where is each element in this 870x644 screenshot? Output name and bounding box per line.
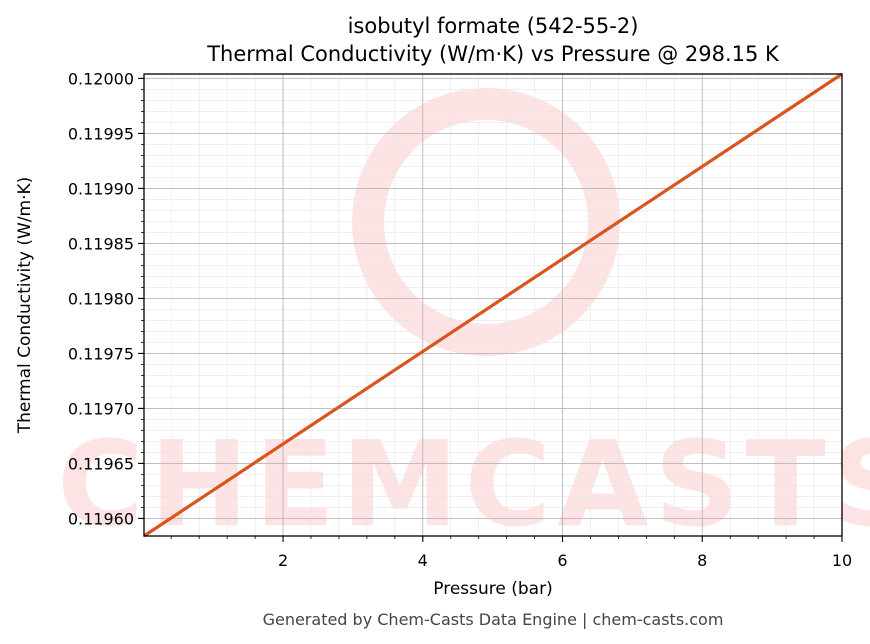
y-tick-label: 0.11965	[68, 454, 134, 473]
y-tick-label: 0.12000	[68, 69, 134, 88]
x-tick-label: 10	[832, 551, 852, 570]
chart-title-line1: isobutyl formate (542-55-2)	[348, 14, 639, 38]
footer-credit: Generated by Chem-Casts Data Engine | ch…	[263, 610, 724, 629]
chart-title-line2: Thermal Conductivity (W/m·K) vs Pressure…	[206, 42, 780, 66]
y-tick-labels: 0.11960 0.11965 0.11970 0.11975 0.11980 0.119…	[68, 69, 134, 528]
y-tick-label: 0.11970	[68, 399, 134, 418]
plot-frame	[143, 73, 843, 537]
series-line	[143, 72, 843, 538]
y-tick-label: 0.11960	[68, 509, 134, 528]
y-tick-label: 0.11985	[68, 234, 134, 253]
watermark-logo: CHEMCASTS	[57, 88, 870, 553]
watermark-ring	[352, 88, 620, 356]
y-axis-label: Thermal Conductivity (W/m·K)	[15, 177, 35, 435]
x-tick-labels: 2 4 6 8 10	[278, 551, 852, 570]
y-tick-label: 0.11975	[68, 344, 134, 363]
series-layer	[143, 72, 843, 538]
x-axis-label: Pressure (bar)	[433, 579, 552, 599]
y-tick-label: 0.11995	[68, 124, 134, 143]
y-tick-label: 0.11980	[68, 289, 134, 308]
major-grid	[144, 74, 842, 536]
x-tick-label: 6	[557, 551, 567, 570]
x-tick-label: 2	[278, 551, 288, 570]
x-tick-label: 8	[697, 551, 707, 570]
watermark-text: CHEMCASTS	[57, 415, 870, 553]
x-tick-label: 4	[418, 551, 428, 570]
y-tick-label: 0.11990	[68, 179, 134, 198]
